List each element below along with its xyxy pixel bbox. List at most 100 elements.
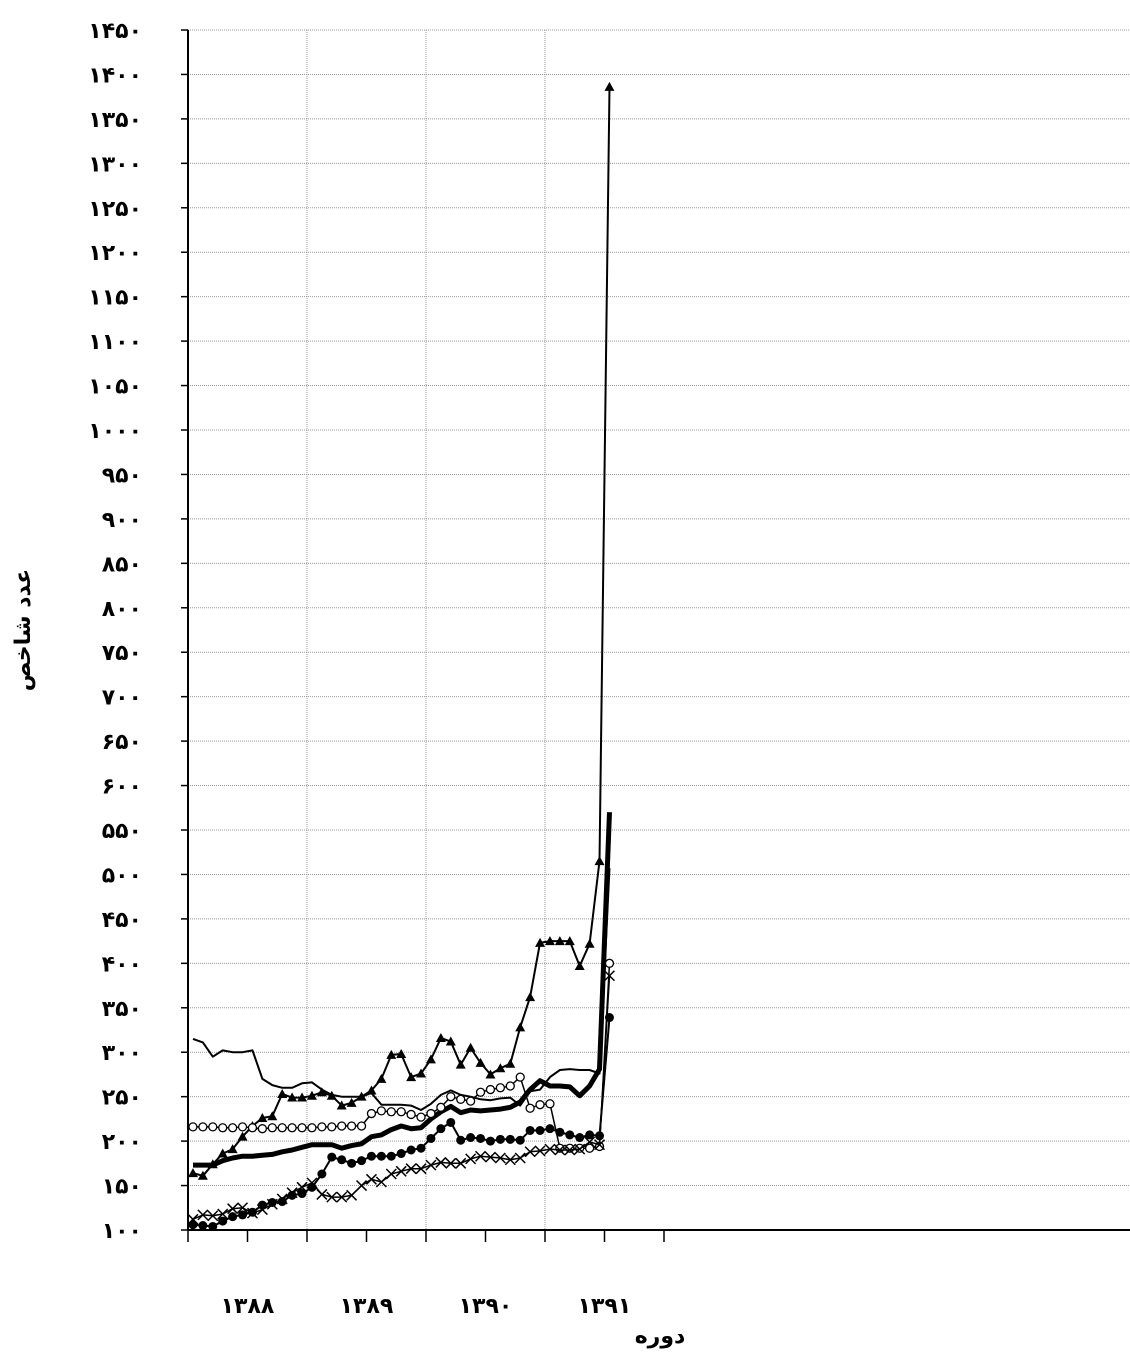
data-point	[584, 1143, 595, 1153]
data-point	[575, 1133, 585, 1143]
data-point	[554, 936, 565, 946]
data-point	[495, 1063, 506, 1073]
data-point	[386, 1107, 396, 1117]
data-point	[485, 1069, 496, 1079]
y-tick-label: ۵۵۰	[102, 819, 142, 844]
data-point	[465, 1042, 476, 1052]
y-tick-label: ۱۰۵۰	[88, 375, 142, 400]
data-point	[435, 1033, 446, 1042]
data-point	[416, 1112, 426, 1122]
data-point	[187, 1168, 198, 1178]
data-point	[207, 1210, 219, 1222]
data-point	[455, 1157, 467, 1169]
y-tick-label: ۱۱۰۰	[88, 330, 142, 355]
x-tick-label: ۱۳۸۹	[340, 1294, 394, 1319]
data-point	[386, 1151, 396, 1161]
y-tick-label: ۱۵۰	[102, 1175, 142, 1200]
y-tick-label: ۸۰۰	[102, 597, 142, 622]
y-tick-label: ۱۲۵۰	[88, 197, 142, 222]
data-point	[495, 1134, 505, 1144]
y-axis-label: عدد شاخص	[11, 569, 36, 691]
data-point	[346, 1121, 357, 1131]
data-point	[267, 1123, 277, 1133]
data-point	[287, 1123, 297, 1133]
data-point	[485, 1084, 496, 1095]
series-6	[187, 970, 615, 1225]
series-4	[188, 958, 615, 1153]
data-point	[347, 1158, 357, 1168]
y-tick-label: ۹۵۰	[102, 463, 142, 488]
gridlines	[188, 29, 1130, 1230]
series-layer	[187, 81, 615, 1231]
data-point	[327, 1152, 337, 1162]
data-point	[445, 1036, 456, 1046]
data-point	[376, 1073, 387, 1083]
data-point	[405, 1163, 417, 1175]
data-point	[524, 1146, 536, 1158]
data-point	[485, 1136, 495, 1146]
data-point	[228, 1212, 238, 1222]
data-point	[476, 1133, 486, 1143]
data-point	[396, 1049, 407, 1058]
y-tick-label: ۵۰۰	[102, 863, 142, 888]
data-point	[415, 1163, 427, 1175]
data-point	[406, 1109, 416, 1120]
y-tick-label: ۴۰۰	[102, 952, 142, 977]
data-point	[346, 1097, 357, 1107]
data-point	[525, 1103, 535, 1113]
data-point	[198, 1221, 208, 1231]
data-point	[465, 1153, 477, 1165]
data-point	[456, 1094, 466, 1104]
data-point	[296, 1181, 308, 1193]
y-tick-label: ۱۰۰۰	[88, 419, 142, 444]
data-point	[327, 1122, 337, 1132]
data-point	[246, 1207, 258, 1219]
data-point	[555, 1127, 565, 1137]
data-point	[406, 1145, 416, 1155]
data-point	[484, 1151, 496, 1163]
data-point	[306, 1177, 318, 1189]
y-tick-label: ۶۵۰	[102, 730, 142, 755]
data-point	[426, 1108, 436, 1119]
y-tick-label: ۱۴۵۰	[88, 19, 142, 44]
data-point	[366, 1108, 377, 1119]
data-point	[426, 1133, 436, 1143]
data-point	[554, 1144, 566, 1156]
data-point	[406, 1072, 417, 1082]
data-point	[416, 1068, 427, 1078]
data-point	[475, 1150, 487, 1162]
data-point	[425, 1054, 436, 1064]
data-point	[386, 1049, 397, 1059]
data-point	[465, 1096, 476, 1106]
data-point	[297, 1092, 308, 1102]
data-point	[564, 936, 575, 946]
data-point	[535, 1100, 545, 1110]
data-point	[218, 1123, 228, 1133]
y-tick-label: ۶۰۰	[102, 775, 142, 800]
series-2	[192, 868, 611, 1111]
data-point	[218, 1216, 228, 1226]
y-tick-label: ۴۵۰	[102, 908, 142, 933]
data-point	[534, 1145, 546, 1157]
series-3	[193, 812, 612, 1168]
data-point	[365, 1173, 377, 1185]
data-point	[188, 1122, 198, 1132]
data-point	[366, 1151, 376, 1161]
data-point	[375, 1176, 387, 1188]
data-point	[267, 1111, 278, 1121]
data-point	[197, 1209, 209, 1221]
x-tick-label: ۱۳۹۰	[459, 1294, 513, 1319]
series-line	[193, 812, 612, 1168]
data-point	[425, 1159, 437, 1171]
data-point	[544, 936, 555, 946]
data-point	[515, 1135, 525, 1145]
data-point	[494, 1152, 506, 1164]
data-point	[356, 1180, 368, 1192]
data-point	[287, 1190, 297, 1200]
y-tick-label: ۷۰۰	[102, 686, 142, 711]
y-tick-label: ۷۵۰	[102, 641, 142, 666]
data-point	[208, 1122, 218, 1132]
data-point	[376, 1106, 387, 1116]
series-line	[192, 868, 611, 1111]
